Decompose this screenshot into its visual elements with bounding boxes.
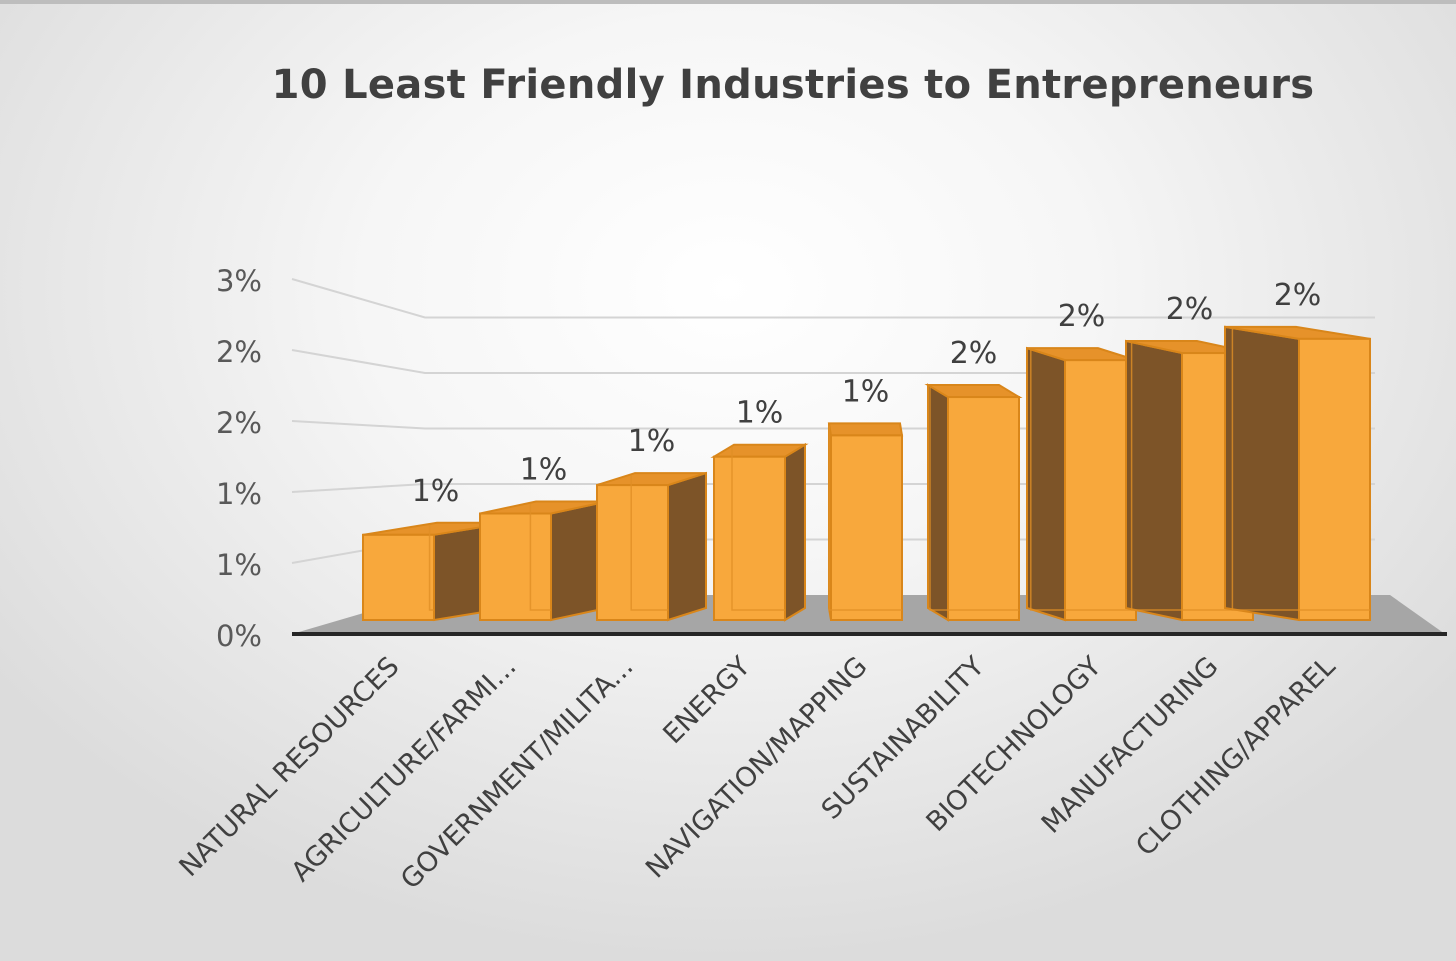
bar-inner-edge <box>731 446 785 611</box>
gridline <box>291 278 1375 319</box>
bar-inner-edge <box>630 475 668 611</box>
y-tick-label: 2% <box>216 406 262 440</box>
bar <box>362 533 435 621</box>
bar <box>1298 337 1371 621</box>
data-label: 1% <box>628 424 676 459</box>
bar-top <box>827 422 904 437</box>
bar <box>947 396 1020 621</box>
bar-side <box>667 471 707 622</box>
bar-side <box>784 442 806 622</box>
x-tick-label: GOVERNMENT/MILITA... <box>395 651 639 895</box>
bar-inner-edge <box>828 425 902 611</box>
bar-side <box>1224 325 1300 622</box>
bar-side <box>1026 346 1066 622</box>
bar-inner-edge <box>529 503 551 611</box>
bar <box>596 484 669 621</box>
chart-title: 10 Least Friendly Industries to Entrepre… <box>271 62 1315 108</box>
bar <box>713 455 786 622</box>
y-tick-label: 0% <box>216 619 262 653</box>
top-border <box>0 0 1456 4</box>
y-tick-label: 1% <box>216 477 262 511</box>
x-tick-label: NAVIGATION/MAPPING <box>640 651 873 884</box>
bar-inner-edge <box>929 387 1019 611</box>
bar <box>830 434 903 621</box>
bar-inner-edge <box>1130 343 1253 611</box>
x-tick-label: NATURAL RESOURCES <box>173 651 405 883</box>
data-label: 1% <box>842 374 890 409</box>
bar-side <box>1125 339 1183 622</box>
data-label: 1% <box>736 396 784 431</box>
y-tick-label: 2% <box>216 335 262 369</box>
data-label: 2% <box>950 336 998 371</box>
data-label: 2% <box>1274 278 1322 313</box>
x-tick-label: AGRICULTURE/FARMI... <box>286 651 523 888</box>
bar-inner-edge <box>1231 328 1370 611</box>
bar <box>479 512 552 621</box>
data-label: 1% <box>412 474 460 509</box>
bar-inner-edge <box>1030 350 1136 611</box>
y-tick-label: 3% <box>216 264 262 298</box>
bar-inner-edge <box>428 524 434 611</box>
data-label: 1% <box>520 453 568 488</box>
data-label: 2% <box>1166 292 1214 327</box>
x-tick-label: ENERGY <box>657 651 756 750</box>
x-tick-label: CLOTHING/APPAREL <box>1130 651 1341 862</box>
bar-side <box>927 383 949 622</box>
y-tick-label: 1% <box>216 548 262 582</box>
data-label: 2% <box>1058 299 1106 334</box>
